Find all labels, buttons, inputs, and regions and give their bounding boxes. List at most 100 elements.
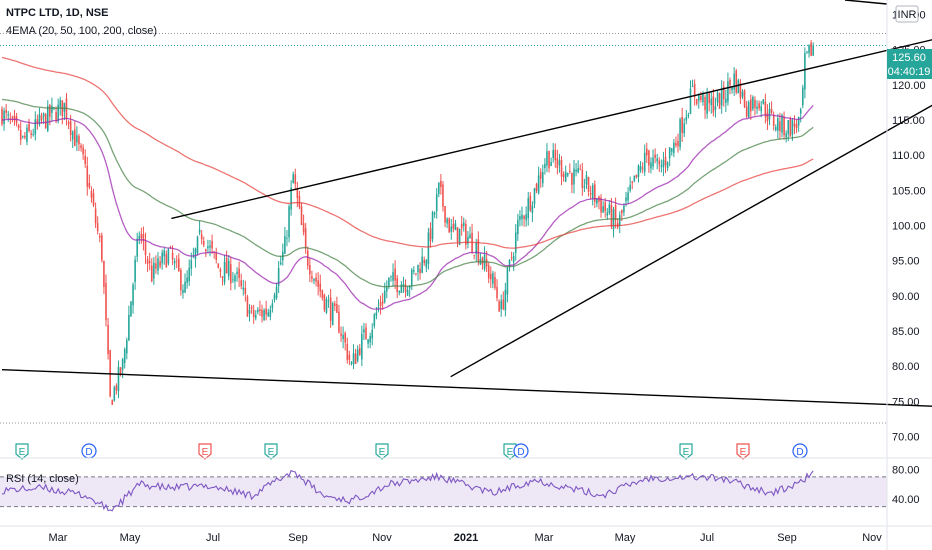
candle-body	[55, 112, 57, 122]
event-marker-d[interactable]: D	[513, 443, 529, 459]
candle-body	[529, 195, 532, 211]
candle-body	[46, 106, 49, 131]
earnings-icon	[198, 443, 212, 460]
candle-body	[24, 135, 26, 138]
trendlines[interactable]	[1, 0, 932, 407]
candle-body	[1, 108, 3, 125]
event-label: E	[507, 447, 514, 458]
candle-body	[402, 284, 405, 286]
candle-body	[182, 289, 184, 293]
candle-body	[306, 250, 309, 266]
candle-body	[722, 86, 725, 100]
candle-body	[623, 205, 625, 213]
candle-body	[252, 309, 255, 317]
candle-body	[571, 173, 573, 185]
candle-body	[596, 199, 598, 204]
candle-body	[614, 205, 617, 221]
candle-body	[115, 385, 118, 391]
candle-body	[802, 87, 804, 106]
event-marker-e[interactable]: E	[264, 443, 278, 460]
candle-body	[211, 241, 213, 249]
candle-body	[300, 206, 303, 225]
candle-body	[433, 212, 436, 215]
price-gridlines	[0, 33, 887, 424]
candle-body	[128, 314, 130, 341]
candle-body	[695, 98, 698, 104]
event-marker-d[interactable]: D	[81, 443, 97, 459]
candle-body	[148, 261, 151, 264]
time-tick: Nov	[372, 532, 392, 544]
candle-body	[693, 83, 696, 98]
candle-body	[687, 114, 690, 117]
candle-body	[652, 157, 654, 167]
candle-body	[126, 340, 128, 354]
rsi-tick: 40.00	[892, 494, 920, 506]
rsi-legend[interactable]: RSI (14, close)	[6, 473, 79, 485]
price-tick: 115.00	[892, 115, 925, 127]
candle-body	[442, 184, 444, 207]
earnings-icon	[264, 443, 278, 460]
candle-body	[275, 286, 278, 299]
ema-100-line	[1, 98, 814, 288]
candle-body	[760, 106, 762, 112]
candle-body	[265, 308, 267, 315]
event-marker-e[interactable]: E	[375, 443, 389, 460]
candle-body	[296, 188, 299, 198]
candle-body	[523, 215, 525, 219]
candle-body	[733, 73, 735, 90]
event-marker-e[interactable]: E	[198, 443, 212, 460]
time-axis[interactable]: Mar May Jul Sep Nov 2021 Mar May Jul Sep Nov	[49, 532, 883, 544]
candle-body	[103, 261, 105, 287]
candle-body	[49, 105, 51, 117]
candle-body	[656, 158, 658, 162]
rsi-pane[interactable]	[0, 469, 887, 512]
candle-body	[184, 281, 186, 293]
event-marker-e[interactable]: E	[503, 443, 517, 460]
price-tick: 75.00	[892, 396, 920, 408]
candle-body	[506, 268, 509, 295]
time-tick: Sep	[288, 532, 308, 544]
candle-body	[5, 110, 7, 113]
candle-body	[180, 269, 182, 291]
candle-body	[240, 280, 242, 287]
candle-body	[781, 115, 783, 133]
candle-body	[602, 206, 604, 213]
candle-body	[533, 188, 536, 205]
candle-body	[392, 272, 394, 281]
candle-body	[756, 106, 758, 109]
price-tick: 70.00	[892, 431, 920, 443]
candle-body	[57, 104, 59, 122]
time-tick: Mar	[535, 532, 554, 544]
candle-body	[727, 81, 729, 102]
candle-body	[423, 259, 426, 263]
ema-200-line	[1, 56, 814, 249]
candle-body	[142, 234, 145, 242]
event-marker-d[interactable]: D	[792, 443, 808, 459]
candle-body	[562, 174, 565, 177]
symbol-legend[interactable]: NTPC LTD, 1D, NSE	[6, 7, 108, 19]
candle-body	[144, 241, 147, 256]
event-marker-e[interactable]: E	[15, 443, 29, 460]
candle-body	[358, 348, 361, 355]
candle-body	[494, 276, 496, 288]
candle-body	[519, 216, 521, 221]
candle-body	[514, 232, 517, 253]
candle-body	[323, 294, 326, 310]
candle-body	[327, 300, 330, 302]
candle-body	[662, 160, 665, 168]
candle-body	[685, 116, 688, 121]
currency-badge[interactable]	[895, 5, 919, 23]
indicator-legend[interactable]: 4EMA (20, 50, 100, 200, close)	[6, 25, 157, 37]
candle-body	[764, 101, 767, 117]
candle-body	[244, 287, 247, 294]
candle-body	[731, 87, 733, 91]
indicator-title: 4EMA (20, 50, 100, 200, close)	[6, 25, 158, 37]
candle-body	[294, 174, 297, 184]
event-marker-e[interactable]: E	[679, 443, 693, 460]
event-marker-e[interactable]: E	[736, 443, 750, 460]
candle-body	[554, 149, 557, 161]
candle-body	[648, 150, 650, 166]
candle-body	[698, 94, 700, 101]
